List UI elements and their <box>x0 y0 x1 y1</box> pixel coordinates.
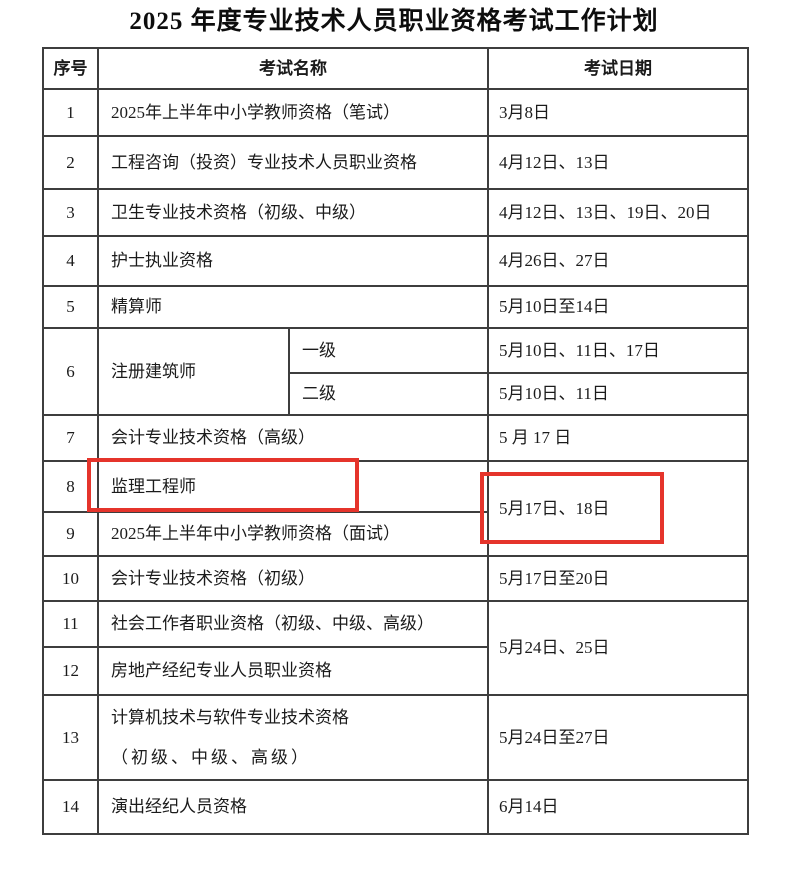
cell-seq: 11 <box>42 600 99 648</box>
header-seq: 序号 <box>42 47 99 90</box>
exam-name-text: 监理工程师 <box>111 476 196 496</box>
cell-exam-name: 护士执业资格 <box>97 235 489 287</box>
cell-exam-name: 社会工作者职业资格（初级、中级、高级） <box>97 600 489 648</box>
cell-exam-date: 5月10日、11日 <box>487 372 749 416</box>
table-row: 7 会计专业技术资格（高级） 5 月 17 日 <box>42 414 749 462</box>
cell-seq: 14 <box>42 779 99 835</box>
exam-name-line1: 计算机技术与软件专业技术资格 <box>111 707 349 727</box>
cell-exam-date-merged: 5月24日、25日 <box>487 600 749 696</box>
cell-seq: 13 <box>42 694 99 781</box>
table-header-row: 序号 考试名称 考试日期 <box>42 47 749 90</box>
cell-exam-date: 3月8日 <box>487 88 749 137</box>
table-row: 2 工程咨询（投资）专业技术人员职业资格 4月12日、13日 <box>42 135 749 190</box>
cell-exam-date: 5月17日至20日 <box>487 555 749 602</box>
cell-exam-name: 工程咨询（投资）专业技术人员职业资格 <box>97 135 489 190</box>
cell-seq: 7 <box>42 414 99 462</box>
table-row: 6 注册建筑师 一级 5月10日、11日、17日 <box>42 327 749 416</box>
exam-date-text: 5月17日、18日 <box>499 498 610 518</box>
header-exam-name: 考试名称 <box>97 47 489 90</box>
cell-seq: 9 <box>42 511 99 557</box>
table-row: 8 监理工程师 5月17日、18日 <box>42 458 749 557</box>
cell-exam-date: 4月12日、13日 <box>487 135 749 190</box>
cell-seq: 3 <box>42 188 99 237</box>
cell-exam-name: 演出经纪人员资格 <box>97 779 489 835</box>
cell-exam-name: 计算机技术与软件专业技术资格 （初级、中级、高级） <box>97 694 489 781</box>
cell-exam-name: 监理工程师 <box>87 458 489 513</box>
cell-seq: 1 <box>42 88 99 137</box>
cell-seq: 8 <box>42 460 99 513</box>
table-row: 3 卫生专业技术资格（初级、中级） 4月12日、13日、19日、20日 <box>42 188 749 237</box>
table-row: 12 房地产经纪专业人员职业资格 <box>42 646 748 696</box>
table-row: 13 计算机技术与软件专业技术资格 （初级、中级、高级） 5月24日至27日 <box>42 694 749 781</box>
cell-seq: 6 <box>42 327 99 416</box>
cell-exam-name: 会计专业技术资格（初级） <box>97 555 489 602</box>
table-row: 1 2025年上半年中小学教师资格（笔试） 3月8日 <box>42 88 749 137</box>
cell-seq: 5 <box>42 285 99 329</box>
cell-seq: 10 <box>42 555 99 602</box>
cell-exam-date: 5月24日至27日 <box>487 694 749 781</box>
cell-exam-date-merged: 5月17日、18日 <box>480 460 749 557</box>
table-row: 4 护士执业资格 4月26日、27日 <box>42 235 749 287</box>
table-row: 9 2025年上半年中小学教师资格（面试） <box>42 511 748 557</box>
exam-name-line2: （初级、中级、高级） <box>111 747 311 767</box>
table-row: 5 精算师 5月10日至14日 <box>42 285 749 329</box>
cell-exam-name: 房地产经纪专业人员职业资格 <box>97 646 489 696</box>
cell-exam-date: 4月26日、27日 <box>487 235 749 287</box>
cell-seq: 4 <box>42 235 99 287</box>
exam-schedule-table: 序号 考试名称 考试日期 1 2025年上半年中小学教师资格（笔试） 3月8日 … <box>42 47 749 835</box>
cell-exam-name: 会计专业技术资格（高级） <box>97 414 489 462</box>
document-page: 2025 年度专业技术人员职业资格考试工作计划 序号 考试名称 考试日期 1 2… <box>0 4 788 835</box>
cell-exam-name: 2025年上半年中小学教师资格（面试） <box>97 511 489 557</box>
cell-exam-date: 6月14日 <box>487 779 749 835</box>
cell-exam-name: 卫生专业技术资格（初级、中级） <box>97 188 489 237</box>
cell-seq: 12 <box>42 646 99 696</box>
table-row: 10 会计专业技术资格（初级） 5月17日至20日 <box>42 555 749 602</box>
cell-exam-date: 5月10日至14日 <box>487 285 749 329</box>
document-title: 2025 年度专业技术人员职业资格考试工作计划 <box>129 8 659 35</box>
table-row: 二级 5月10日、11日 <box>43 372 749 416</box>
cell-exam-date: 4月12日、13日、19日、20日 <box>487 188 749 237</box>
table-row: 11 社会工作者职业资格（初级、中级、高级） 5月24日、25日 <box>42 600 749 696</box>
cell-exam-level: 二级 <box>288 372 489 416</box>
cell-exam-date: 5月10日、11日、17日 <box>487 327 749 374</box>
cell-exam-date: 5 月 17 日 <box>487 414 749 462</box>
cell-exam-name: 2025年上半年中小学教师资格（笔试） <box>97 88 489 137</box>
cell-seq: 2 <box>42 135 99 190</box>
cell-exam-level: 一级 <box>288 327 489 374</box>
table-row: 14 演出经纪人员资格 6月14日 <box>42 779 749 835</box>
cell-exam-name: 精算师 <box>97 285 489 329</box>
header-exam-date: 考试日期 <box>487 47 749 90</box>
cell-exam-name: 注册建筑师 <box>97 327 290 416</box>
